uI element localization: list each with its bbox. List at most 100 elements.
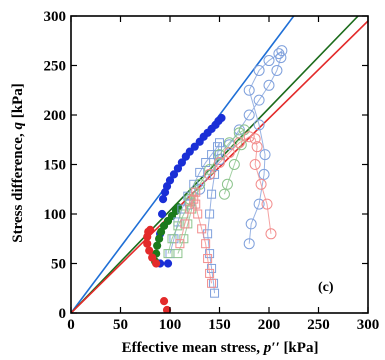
data-point <box>210 288 220 298</box>
data-point <box>197 224 207 234</box>
data-point <box>245 218 257 230</box>
data-point <box>271 64 283 76</box>
data-point <box>180 219 190 229</box>
y-axis-title: Stress difference, q [kPa] <box>10 83 26 242</box>
data-point <box>205 249 215 259</box>
x-axis-title-main: Effective mean stress, <box>122 340 264 356</box>
data-point <box>177 158 186 167</box>
series-path <box>179 192 213 284</box>
y-axis-title-variable: q <box>10 122 26 130</box>
data-point <box>223 147 235 159</box>
data-point <box>157 209 167 219</box>
data-point <box>145 246 154 255</box>
data-point <box>243 84 255 96</box>
data-point <box>207 150 217 160</box>
data-point <box>255 178 267 190</box>
data-point <box>249 159 261 170</box>
x-axis-title: Effective mean stress, p′′ [kPa] <box>122 340 319 356</box>
data-point <box>158 195 168 204</box>
data-point <box>207 189 217 199</box>
data-point <box>214 157 225 169</box>
y-tick-label: 200 <box>44 108 67 124</box>
data-point <box>253 198 265 210</box>
data-point <box>163 259 173 268</box>
data-point <box>205 268 215 278</box>
data-point <box>143 239 152 248</box>
data-point <box>203 229 213 239</box>
data-point <box>195 167 205 177</box>
data-point <box>165 176 175 185</box>
data-point <box>173 164 183 173</box>
data-point <box>263 55 275 67</box>
series <box>184 45 288 250</box>
data-point <box>276 45 288 57</box>
data-point <box>155 234 164 243</box>
data-point <box>243 131 255 143</box>
data-point <box>243 109 255 121</box>
data-point <box>163 249 173 259</box>
data-point <box>273 48 285 60</box>
data-point <box>207 278 217 288</box>
data-point <box>153 241 162 250</box>
y-tick-label: 100 <box>44 207 67 223</box>
axis-ticks: 0 50 100 150 200 250 300 0 50 100 150 200 250 300 <box>44 9 380 333</box>
x-axis-title-unit: [kPa] <box>280 340 319 356</box>
data-point <box>152 259 161 268</box>
data-point <box>191 187 201 197</box>
x-tick-label: 200 <box>258 317 281 333</box>
series <box>175 187 217 288</box>
data-point <box>189 194 199 204</box>
data-point <box>221 178 233 190</box>
data-point <box>253 64 265 76</box>
data-point <box>215 138 224 148</box>
y-tick-label: 150 <box>44 158 67 174</box>
data-point <box>253 119 265 131</box>
data-point <box>148 253 157 262</box>
data-point <box>191 199 201 209</box>
x-tick-label: 0 <box>67 317 75 333</box>
series <box>143 225 172 313</box>
data-series <box>143 45 288 313</box>
data-point <box>249 133 261 145</box>
series <box>156 113 226 268</box>
y-axis-title-unit: [kPa] <box>10 83 26 122</box>
data-point <box>258 168 270 180</box>
reference-line <box>71 20 368 313</box>
data-point <box>201 239 211 249</box>
series <box>204 131 277 240</box>
series-path <box>169 142 220 294</box>
data-point <box>213 150 223 160</box>
data-point <box>162 305 172 313</box>
panel-label: (c) <box>318 280 334 295</box>
x-tick-label: 100 <box>159 317 182 333</box>
data-point <box>259 149 271 161</box>
data-point <box>253 94 265 106</box>
data-point <box>207 263 217 273</box>
x-tick-label: 300 <box>357 317 380 333</box>
data-point <box>185 204 195 214</box>
data-point <box>265 228 277 240</box>
data-point <box>235 139 247 151</box>
data-point <box>233 137 245 149</box>
series-path <box>189 128 245 200</box>
data-point <box>217 113 226 123</box>
y-tick-label: 250 <box>44 59 67 75</box>
y-axis-title-main: Stress difference, <box>10 130 26 243</box>
data-point <box>205 209 215 219</box>
data-point <box>169 170 179 179</box>
y-tick-label: 300 <box>44 9 67 25</box>
data-point <box>204 163 216 175</box>
series-path <box>167 192 195 254</box>
data-point <box>251 141 263 153</box>
data-point <box>218 188 230 200</box>
data-point <box>261 198 273 210</box>
data-point <box>243 238 255 250</box>
x-axis-title-variable: p′′ <box>262 340 280 356</box>
data-point <box>175 239 185 249</box>
data-point <box>173 221 183 231</box>
y-tick-label: 0 <box>59 306 67 322</box>
data-point <box>146 225 155 234</box>
data-point <box>228 159 240 170</box>
series <box>184 124 250 205</box>
